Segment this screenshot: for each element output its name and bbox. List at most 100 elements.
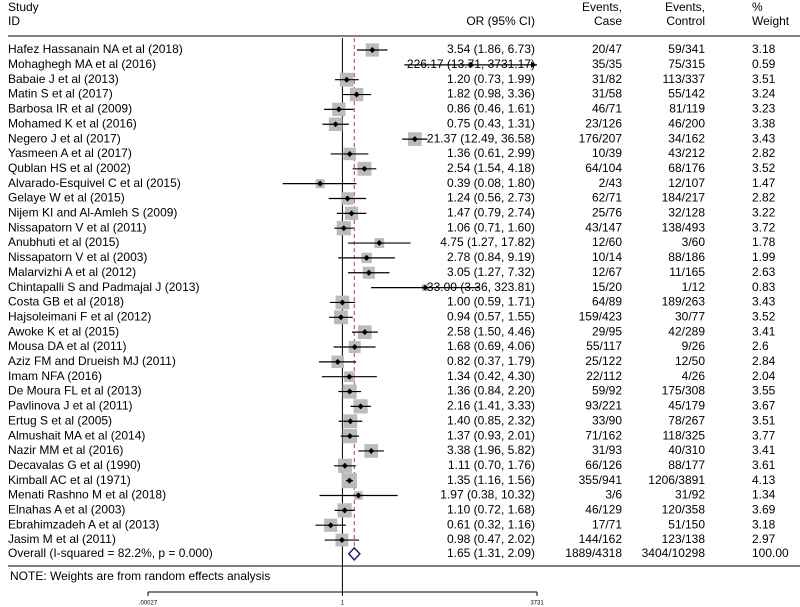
study-label: Gelaye W et al (2015)	[8, 191, 125, 205]
note: NOTE: Weights are from random effects an…	[10, 569, 270, 583]
study-label: Jasim M et al (2011)	[8, 532, 116, 546]
control-events: 81/119	[669, 102, 705, 116]
control-events: 12/107	[668, 176, 705, 190]
control-events: 1206/3891	[648, 473, 705, 487]
case-events: 23/126	[585, 116, 622, 130]
control-events: 175/308	[662, 384, 706, 398]
control-events: 1/12	[682, 280, 706, 294]
weight-label: 3.41	[752, 324, 776, 338]
point-estimate	[363, 254, 370, 261]
case-events: 33/90	[592, 413, 622, 427]
ci-label: 1.10 (0.72, 1.68)	[447, 503, 535, 517]
ci-label: 21.37 (12.49, 36.58)	[427, 131, 535, 145]
case-events: 12/60	[592, 235, 622, 249]
ci-label: 0.86 (0.46, 1.61)	[447, 102, 535, 116]
header-study: Study	[8, 0, 39, 14]
point-estimate	[369, 47, 376, 53]
study-label: Nissapatorn V et al (2011)	[8, 220, 147, 234]
weight-label: 2.82	[752, 191, 776, 205]
control-events: 51/150	[668, 517, 705, 531]
point-estimate	[327, 522, 334, 529]
study-label: Hafez Hassanain NA et al (2018)	[8, 42, 183, 56]
study-label: Awoke K et al (2015)	[8, 324, 119, 338]
x-tick-label: 1	[341, 601, 345, 607]
case-events: 144/162	[579, 532, 623, 546]
ci-label: 0.82 (0.37, 1.79)	[447, 354, 535, 368]
point-estimate	[357, 403, 364, 410]
ci-label: 1.82 (0.98, 3.36)	[447, 87, 535, 101]
weight-label: 3.55	[752, 384, 776, 398]
point-estimate	[376, 240, 383, 247]
ci-arrow	[531, 61, 537, 68]
study-label: Nissapatorn V et al (2003)	[8, 250, 147, 264]
point-estimate	[335, 106, 342, 113]
point-estimate	[365, 269, 372, 276]
control-events: 40/310	[668, 443, 705, 457]
header-control: Control	[666, 14, 705, 28]
control-events: 12/50	[675, 354, 705, 368]
ci-label: 0.94 (0.57, 1.55)	[447, 309, 535, 323]
case-events: 31/93	[592, 443, 622, 457]
control-events: 11/165	[669, 265, 705, 279]
ci-label: 1.20 (0.73, 1.99)	[447, 72, 535, 86]
case-events: 29/95	[592, 324, 622, 338]
study-label: Qublan HS et al (2002)	[8, 161, 131, 175]
point-estimate	[346, 373, 353, 380]
control-events: 45/179	[668, 399, 705, 413]
point-estimate	[334, 358, 341, 365]
ci-label: 0.39 (0.08, 1.80)	[447, 176, 535, 190]
ci-label: 1.68 (0.69, 4.06)	[447, 339, 535, 353]
case-events: 59/92	[592, 384, 622, 398]
case-events: 159/423	[579, 309, 623, 323]
weight-label: 3.43	[752, 295, 776, 309]
study-label: Alvarado-Esquivel C et al (2015)	[8, 176, 181, 190]
point-estimate	[337, 314, 344, 321]
point-estimate	[355, 492, 362, 499]
overall-case: 1889/4318	[565, 546, 622, 560]
study-label: Negero J et al (2017)	[8, 131, 121, 145]
control-events: 120/358	[662, 503, 706, 517]
case-events: 43/147	[585, 220, 622, 234]
weight-label: 1.99	[752, 250, 776, 264]
x-tick-label: .00027	[139, 601, 158, 607]
point-estimate	[467, 61, 474, 68]
study-label: Aziz FM and Drueish MJ (2011)	[8, 354, 176, 368]
study-label: Nijem KI and Al-Amleh S (2009)	[8, 206, 177, 220]
point-estimate	[341, 462, 348, 469]
ci-label: 0.61 (0.32, 1.16)	[447, 517, 535, 531]
study-label: Costa GB et al (2018)	[8, 295, 124, 309]
point-estimate	[361, 165, 368, 172]
control-events: 43/212	[668, 146, 705, 160]
point-estimate	[422, 284, 429, 291]
header-id: ID	[8, 14, 20, 28]
ci-label: 1.35 (1.16, 1.56)	[447, 473, 535, 487]
case-events: 55/117	[586, 339, 622, 353]
weight-label: 0.59	[752, 57, 776, 71]
case-events: 22/112	[586, 369, 622, 383]
control-events: 46/200	[668, 116, 705, 130]
ci-label: 1.34 (0.42, 4.30)	[447, 369, 535, 383]
ci-label: 1.40 (0.85, 2.32)	[447, 413, 535, 427]
case-events: 35/35	[592, 57, 622, 71]
weight-label: 0.83	[752, 280, 776, 294]
study-label: Matin S et al (2017)	[8, 87, 113, 101]
point-estimate	[340, 225, 347, 232]
weight-label: 3.77	[752, 428, 776, 442]
study-label: Barbosa IR et al (2009)	[8, 102, 132, 116]
ci-label: 2.58 (1.50, 4.46)	[447, 324, 535, 338]
point-estimate	[411, 136, 418, 143]
control-events: 88/186	[668, 250, 705, 264]
weight-label: 1.34	[752, 488, 776, 502]
case-events: 176/207	[579, 131, 623, 145]
case-events: 31/58	[592, 87, 622, 101]
case-events: 46/71	[592, 102, 622, 116]
control-events: 184/217	[662, 191, 706, 205]
weight-label: 2.97	[752, 532, 776, 546]
case-events: 12/67	[592, 265, 622, 279]
ci-label: 226.17 (13.71, 3731.17)	[407, 57, 535, 71]
study-label: Hajsoleimani F et al (2012)	[8, 309, 151, 323]
x-tick-label: 3731	[530, 601, 544, 607]
ci-label: 2.54 (1.54, 4.18)	[447, 161, 535, 175]
study-label: Pavlinova J et al (2011)	[8, 399, 133, 413]
weight-label: 3.67	[752, 399, 776, 413]
